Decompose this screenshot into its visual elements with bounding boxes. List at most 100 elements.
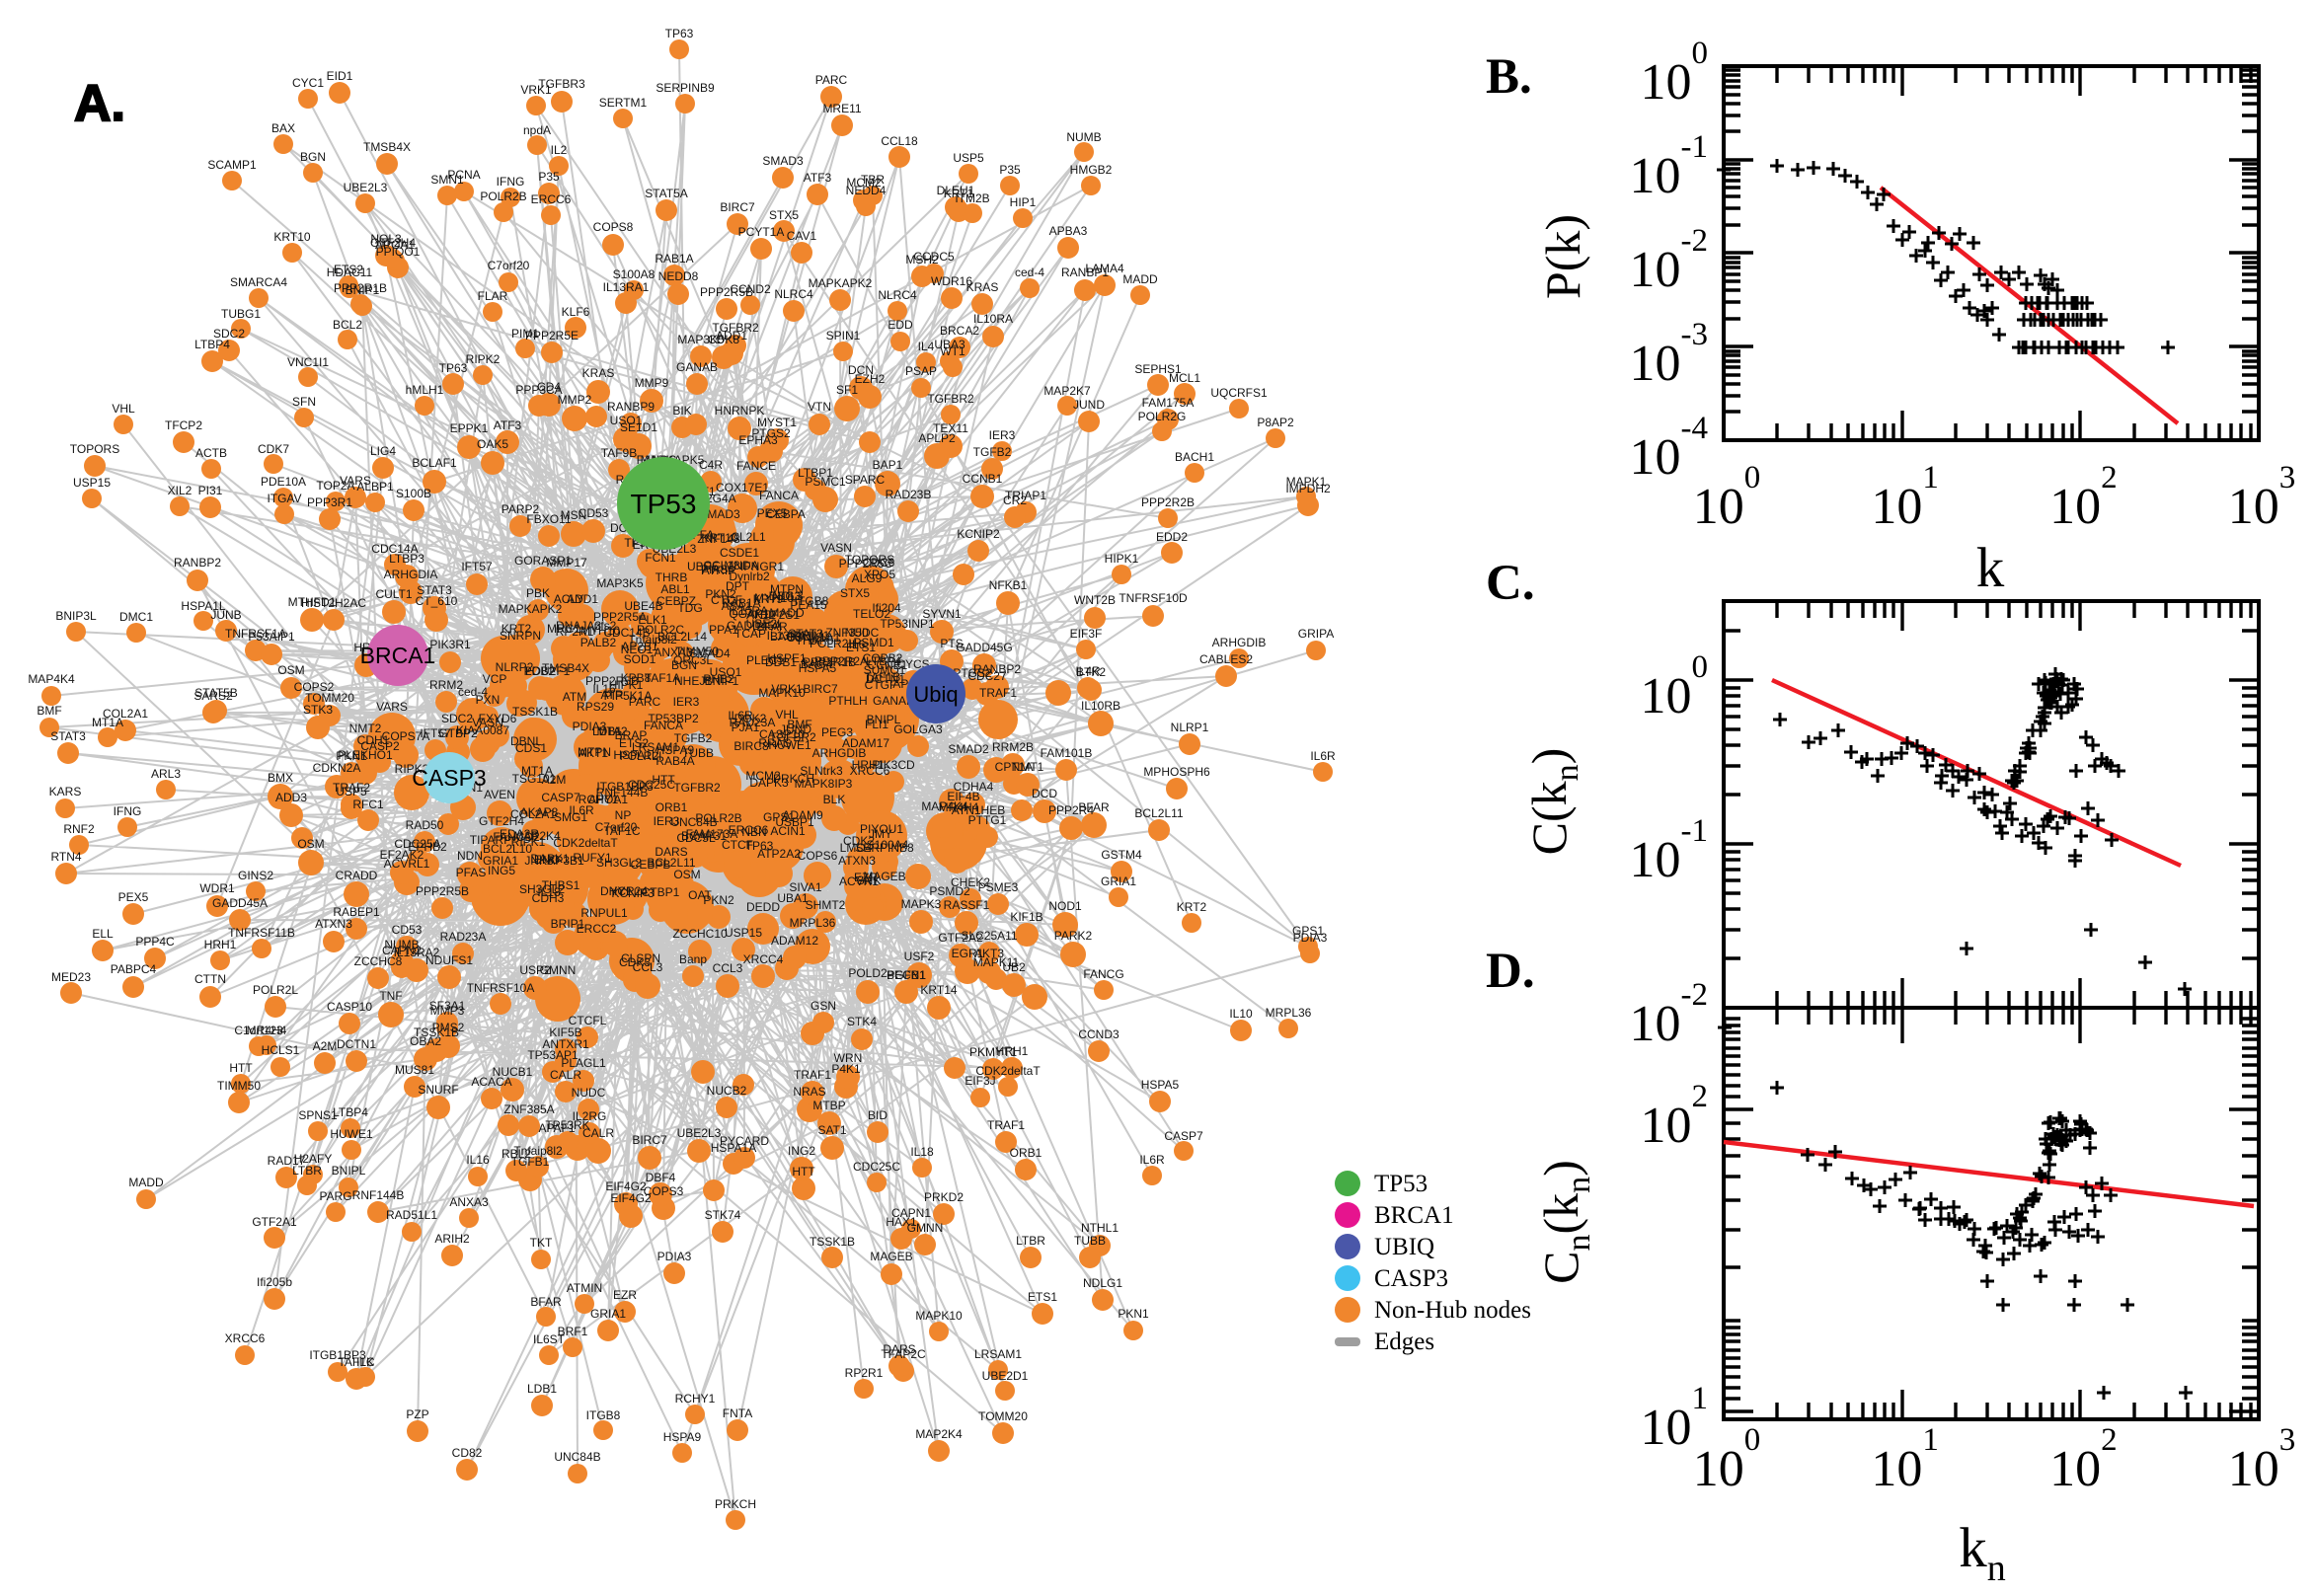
svg-text:PPP3R1: PPP3R1	[307, 495, 352, 509]
svg-text:KCNIP2: KCNIP2	[957, 527, 1000, 541]
svg-text:UBE2L3: UBE2L3	[677, 1126, 722, 1140]
svg-text:AVEN: AVEN	[484, 788, 515, 801]
svg-text:JUND: JUND	[780, 722, 811, 736]
svg-text:TGFB2: TGFB2	[674, 731, 713, 745]
svg-text:MMP3: MMP3	[430, 1004, 465, 1018]
svg-text:TRAF1: TRAF1	[987, 1118, 1025, 1132]
svg-text:ERCC2: ERCC2	[577, 922, 617, 936]
svg-text:JUND: JUND	[1073, 398, 1105, 412]
svg-text:BRIP1: BRIP1	[551, 917, 585, 931]
svg-text:PSMD2: PSMD2	[929, 884, 970, 898]
svg-text:MNDA: MNDA	[724, 559, 758, 572]
svg-text:TMSB4X: TMSB4X	[542, 661, 589, 675]
svg-text:SNK: SNK	[857, 874, 882, 887]
svg-text:SPNS1: SPNS1	[298, 1108, 338, 1122]
svg-text:FAM175A: FAM175A	[1142, 396, 1195, 410]
svg-text:SDC2: SDC2	[213, 327, 245, 341]
svg-text:RNF144B: RNF144B	[596, 786, 649, 799]
svg-text:RP2R1: RP2R1	[845, 1366, 884, 1380]
svg-text:POLR2G: POLR2G	[1138, 410, 1187, 423]
svg-text:TFAP2C: TFAP2C	[881, 1347, 926, 1361]
svg-text:MAP3K5: MAP3K5	[677, 333, 725, 346]
svg-text:HSPE1: HSPE1	[767, 651, 807, 665]
svg-text:RFC1: RFC1	[352, 798, 384, 811]
svg-text:FANCD2: FANCD2	[493, 830, 540, 844]
svg-text:CDC27: CDC27	[967, 669, 1007, 683]
svg-text:GRIPA: GRIPA	[1298, 627, 1334, 641]
svg-text:DBNL: DBNL	[510, 734, 542, 748]
svg-text:ITGB1BP3: ITGB1BP3	[596, 780, 654, 794]
svg-text:P35: P35	[999, 163, 1021, 177]
svg-text:BNIP3L: BNIP3L	[55, 609, 97, 623]
svg-text:CCND2: CCND2	[730, 282, 771, 296]
svg-text:ARHGDIB: ARHGDIB	[812, 746, 867, 760]
svg-text:CDK2deltaT: CDK2deltaT	[553, 836, 618, 850]
svg-text:APOA1: APOA1	[588, 793, 628, 806]
svg-text:CASP3: CASP3	[1374, 1265, 1448, 1292]
svg-text:AKT3: AKT3	[974, 947, 1004, 960]
svg-text:PEX5: PEX5	[118, 890, 149, 904]
svg-text:MYST1: MYST1	[757, 416, 797, 429]
svg-text:USP5: USP5	[336, 785, 367, 798]
svg-text:IL18: IL18	[537, 885, 561, 899]
svg-text:RRM2B: RRM2B	[992, 740, 1034, 754]
svg-text:RAD51L1: RAD51L1	[386, 1208, 437, 1222]
svg-text:ITM2B: ITM2B	[955, 191, 989, 205]
svg-text:PIM1: PIM1	[511, 327, 539, 341]
svg-text:LTBP4: LTBP4	[194, 338, 230, 351]
svg-text:POLR2C: POLR2C	[637, 623, 684, 637]
svg-text:GADD45G: GADD45G	[956, 641, 1012, 654]
svg-text:KCNIP3: KCNIP3	[611, 886, 655, 900]
svg-text:SF1: SF1	[836, 383, 858, 397]
svg-text:APAF1: APAF1	[538, 1121, 575, 1135]
svg-text:PDIA3: PDIA3	[657, 1250, 692, 1263]
svg-text:PPP2R5E: PPP2R5E	[525, 329, 579, 342]
svg-text:CASP7: CASP7	[1164, 1129, 1203, 1143]
svg-text:ETS1: ETS1	[846, 641, 876, 654]
svg-text:CAPN2: CAPN2	[382, 944, 422, 957]
svg-text:IL2: IL2	[551, 143, 568, 157]
svg-text:NUCB2: NUCB2	[707, 1084, 747, 1098]
svg-text:MR4H4: MR4H4	[247, 1024, 287, 1037]
svg-text:EDA2R: EDA2R	[500, 827, 539, 841]
svg-text:BCAP31: BCAP31	[681, 829, 727, 843]
svg-text:POLD2: POLD2	[848, 966, 888, 980]
svg-text:LTBP4: LTBP4	[866, 654, 901, 668]
svg-text:MAPKAPK2: MAPKAPK2	[499, 602, 563, 616]
svg-text:UNC84B: UNC84B	[670, 815, 717, 829]
svg-text:NP: NP	[615, 808, 632, 822]
svg-text:COPS7A: COPS7A	[382, 729, 430, 743]
svg-text:SERPINB8: SERPINB8	[855, 841, 914, 855]
svg-text:MAP2K4: MAP2K4	[915, 1427, 963, 1441]
svg-text:RAD50: RAD50	[406, 818, 444, 832]
svg-text:GRIA1: GRIA1	[1101, 874, 1136, 888]
svg-text:ANXA3: ANXA3	[654, 646, 693, 659]
svg-text:GRIA1: GRIA1	[590, 1307, 626, 1321]
svg-text:BRF1: BRF1	[558, 1325, 588, 1338]
svg-text:TP53INP1: TP53INP1	[880, 617, 935, 631]
svg-text:CDKN2A: CDKN2A	[313, 761, 361, 775]
svg-text:OSM: OSM	[277, 663, 304, 677]
svg-text:TOPORS: TOPORS	[70, 442, 119, 456]
svg-text:BCL2L10: BCL2L10	[483, 842, 532, 856]
svg-text:USP15: USP15	[73, 476, 111, 490]
svg-text:IL10RB: IL10RB	[1081, 699, 1120, 713]
svg-text:HSPA1A: HSPA1A	[711, 1141, 756, 1155]
svg-text:PPP2R1B: PPP2R1B	[334, 281, 387, 295]
svg-text:TEX11: TEX11	[933, 421, 968, 435]
svg-text:ETS2: ETS2	[619, 736, 649, 750]
svg-text:SPIN1: SPIN1	[826, 329, 861, 342]
svg-text:THAP8: THAP8	[796, 634, 834, 647]
svg-text:MCM2: MCM2	[846, 176, 882, 190]
svg-text:CSDE1: CSDE1	[720, 546, 759, 560]
svg-text:SNRPN: SNRPN	[500, 629, 541, 643]
svg-text:LTBR: LTBR	[292, 1164, 322, 1178]
svg-text:CD53: CD53	[392, 923, 423, 937]
svg-text:SNURF: SNURF	[418, 1083, 458, 1097]
svg-text:SARS2: SARS2	[193, 689, 233, 703]
svg-text:GRIA1: GRIA1	[483, 854, 518, 868]
svg-text:CEBPZ: CEBPZ	[656, 594, 696, 608]
svg-text:TSSK1B: TSSK1B	[512, 705, 558, 719]
svg-text:UBIQ: UBIQ	[1374, 1234, 1434, 1260]
svg-text:ANXA3: ANXA3	[449, 1195, 489, 1209]
